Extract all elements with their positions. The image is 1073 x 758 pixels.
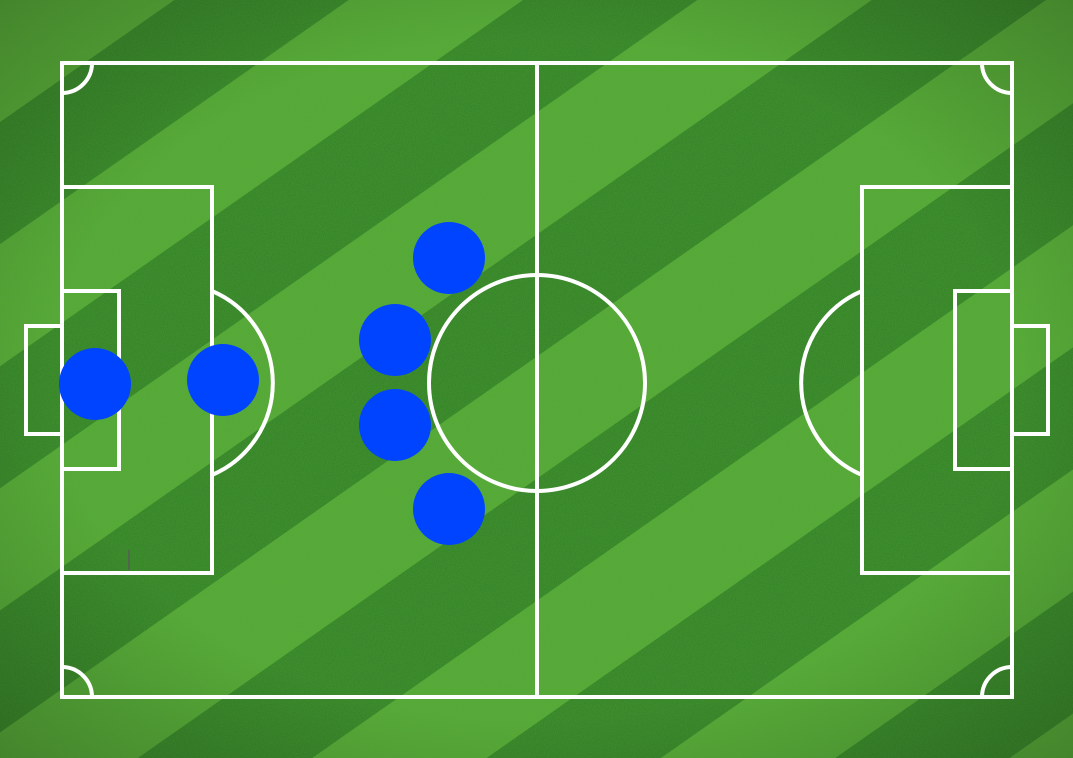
corner-arc-bottom-left bbox=[61, 665, 94, 698]
corner-arc-top-right bbox=[980, 62, 1013, 95]
center-circle bbox=[427, 273, 647, 493]
corner-arc-top-left bbox=[61, 62, 94, 95]
players bbox=[59, 222, 485, 545]
right-goal bbox=[1010, 324, 1050, 436]
player-defender[interactable] bbox=[187, 344, 259, 416]
player-midfielder-1[interactable] bbox=[413, 222, 485, 294]
player-goalkeeper[interactable] bbox=[59, 348, 131, 420]
pitch-lines bbox=[24, 61, 1050, 699]
player-midfielder-3[interactable] bbox=[359, 389, 431, 461]
player-midfielder-2[interactable] bbox=[359, 304, 431, 376]
right-penalty-arc bbox=[799, 289, 863, 477]
left-penalty-arc bbox=[211, 289, 275, 477]
corner-arc-bottom-right bbox=[980, 665, 1013, 698]
player-midfielder-4[interactable] bbox=[413, 473, 485, 545]
